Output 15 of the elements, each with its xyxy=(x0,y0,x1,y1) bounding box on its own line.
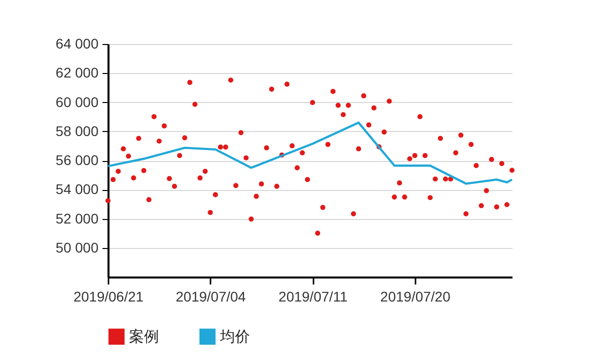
y-tick-label: 54 000 xyxy=(56,181,99,198)
y-tick-label: 58 000 xyxy=(56,122,99,139)
y-tick-label: 60 000 xyxy=(56,94,99,110)
x-tick-label: 2019/07/04 xyxy=(176,288,246,304)
y-tick-label: 62 000 xyxy=(56,64,99,81)
y-tick-label: 56 000 xyxy=(56,152,99,168)
y-tick-label: 50 000 xyxy=(56,239,99,256)
legend-label: 均价 xyxy=(219,328,250,346)
y-tick-label: 52 000 xyxy=(56,210,99,226)
legend-label: 案例 xyxy=(129,328,159,346)
y-tick-label: 64 000 xyxy=(56,36,99,52)
x-tick-label: 2019/07/11 xyxy=(278,288,348,304)
x-tick-label: 2019/07/20 xyxy=(380,288,451,304)
x-tick-label: 2019/06/21 xyxy=(73,288,144,304)
line-series xyxy=(106,122,514,185)
